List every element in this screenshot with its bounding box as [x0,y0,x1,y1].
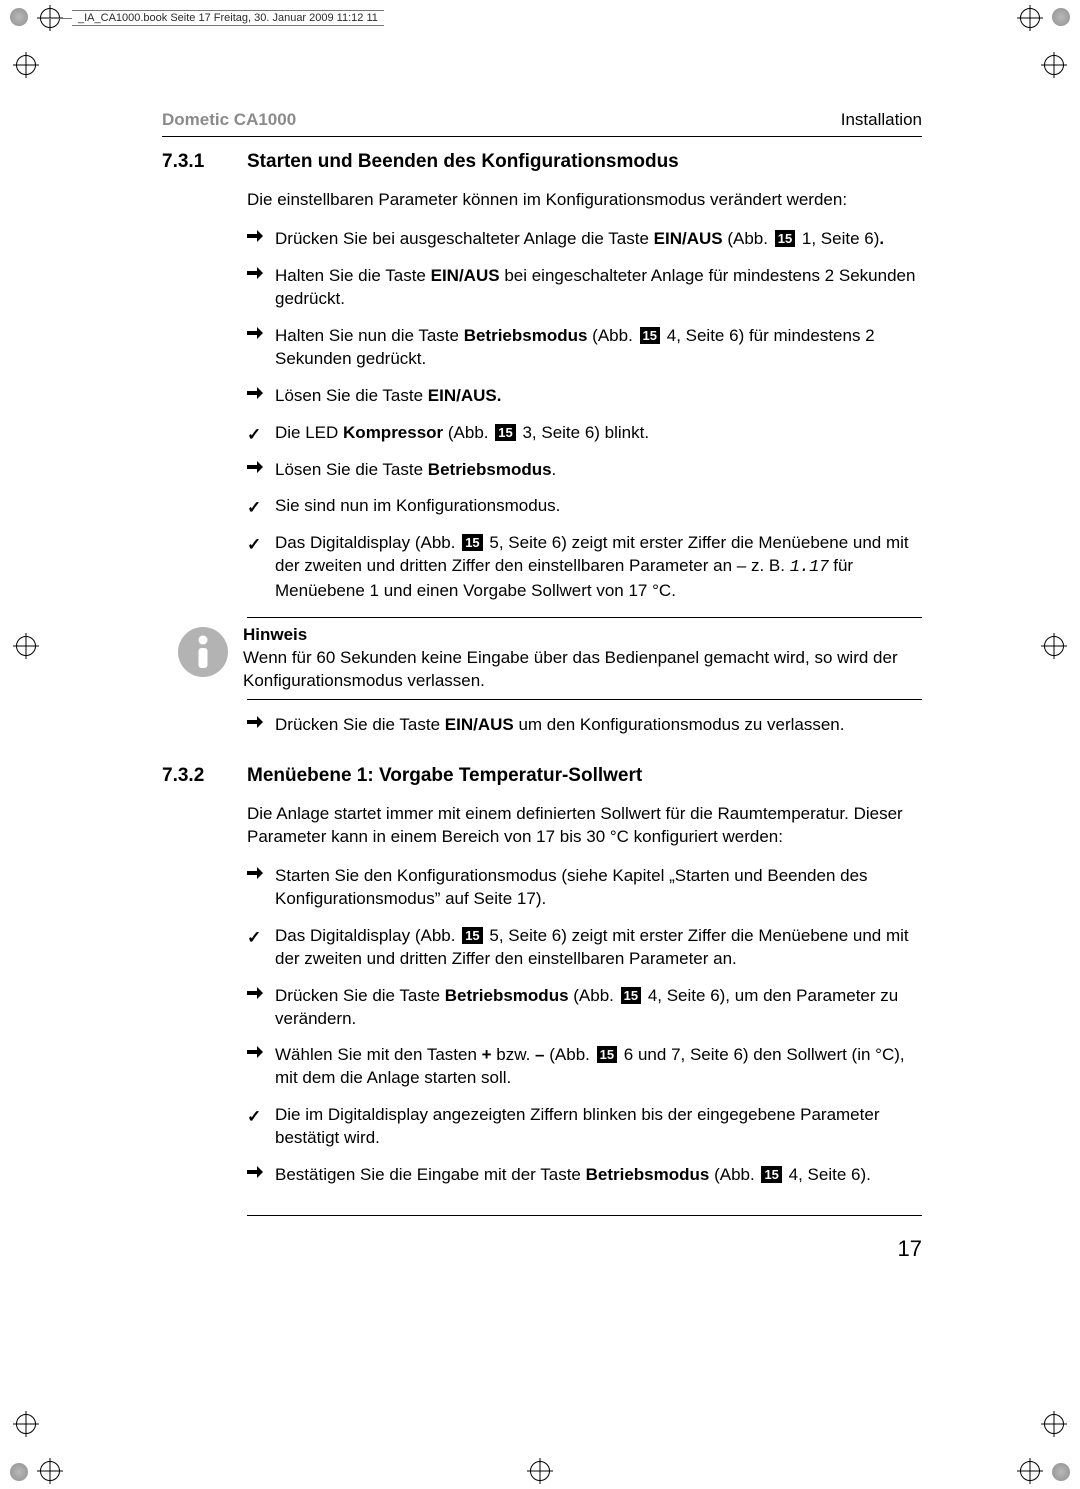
step-item: ✓ Das Digitaldisplay (Abb. 15 5, Seite 6… [247,925,922,971]
step-item: Starten Sie den Konfigurationsmodus (sie… [247,865,922,911]
step-text: Die LED Kompressor (Abb. 15 3, Seite 6) … [275,423,649,442]
crop-target [1044,636,1064,656]
crop-target [1020,8,1040,28]
crop-dot [1052,8,1070,26]
step-item: Drücken Sie die Taste Betriebsmodus (Abb… [247,985,922,1031]
arrow-icon [247,327,267,339]
note-rule-top [247,617,922,618]
arrow-icon [247,1046,267,1058]
step-text: Drücken Sie bei ausgeschalteter Anlage d… [275,229,884,248]
figure-ref-icon: 15 [495,424,515,441]
check-icon: ✓ [247,424,267,447]
step-text: Halten Sie nun die Taste Betriebsmodus (… [275,326,875,368]
step-item: ✓ Die im Digitaldisplay angezeigten Ziff… [247,1104,922,1150]
step-text: Sie sind nun im Konfigurationsmodus. [275,496,560,515]
arrow-icon [247,387,267,399]
step-list: Starten Sie den Konfigurationsmodus (sie… [247,865,922,1187]
step-text: Wählen Sie mit den Tasten + bzw. – (Abb.… [275,1045,905,1087]
crop-target [1020,1461,1040,1481]
running-head: Dometic CA1000 Installation [162,110,922,130]
crop-target [530,1461,550,1481]
crop-target [16,636,36,656]
note-block: Hinweis Wenn für 60 Sekunden keine Einga… [247,624,922,693]
section-heading: 7.3.2 Menüebene 1: Vorgabe Temperatur-So… [162,765,922,787]
step-list: Drücken Sie die Taste EIN/AUS um den Kon… [247,714,922,737]
step-item: ✓ Sie sind nun im Konfigurationsmodus. [247,495,922,518]
step-item: Lösen Sie die Taste EIN/AUS. [247,385,922,408]
step-text: Lösen Sie die Taste EIN/AUS. [275,386,501,405]
figure-ref-icon: 15 [621,987,641,1004]
info-icon [177,624,243,693]
note-text: Hinweis Wenn für 60 Sekunden keine Einga… [243,624,922,693]
section-body: Die einstellbaren Parameter können im Ko… [247,189,922,737]
step-list: Drücken Sie bei ausgeschalteter Anlage d… [247,228,922,603]
step-text: Starten Sie den Konfigurationsmodus (sie… [275,866,868,908]
slug-line [42,18,72,19]
arrow-icon [247,1166,267,1178]
page-number: 17 [898,1236,922,1262]
crop-target [1044,55,1064,75]
crop-target [40,1461,60,1481]
step-item: Bestätigen Sie die Eingabe mit der Taste… [247,1164,922,1187]
running-head-left: Dometic CA1000 [162,110,296,130]
check-icon: ✓ [247,927,267,950]
footer-rule [247,1215,922,1216]
check-icon: ✓ [247,497,267,520]
figure-ref-icon: 15 [775,230,795,247]
step-item: Halten Sie nun die Taste Betriebsmodus (… [247,325,922,371]
step-text: Bestätigen Sie die Eingabe mit der Taste… [275,1165,871,1184]
step-item: ✓ Die LED Kompressor (Abb. 15 3, Seite 6… [247,422,922,445]
crop-target [1044,1414,1064,1434]
section-heading: 7.3.1 Starten und Beenden des Konfigurat… [162,151,922,173]
crop-target [16,55,36,75]
figure-ref-icon: 15 [761,1166,781,1183]
step-text: Das Digitaldisplay (Abb. 15 5, Seite 6) … [275,533,909,600]
crop-dot [10,1463,28,1481]
section-title: Starten und Beenden des Konfigurationsmo… [247,151,679,173]
arrow-icon [247,267,267,279]
step-text: Das Digitaldisplay (Abb. 15 5, Seite 6) … [275,926,909,968]
crop-target [16,1414,36,1434]
step-text: Drücken Sie die Taste Betriebsmodus (Abb… [275,986,898,1028]
section-number: 7.3.1 [162,151,247,173]
section-body: Die Anlage startet immer mit einem defin… [247,803,922,1216]
step-text: Die im Digitaldisplay angezeigten Ziffer… [275,1105,879,1147]
intro-paragraph: Die Anlage startet immer mit einem defin… [247,803,922,849]
intro-paragraph: Die einstellbaren Parameter können im Ko… [247,189,922,212]
check-icon: ✓ [247,1106,267,1129]
step-text: Lösen Sie die Taste Betriebsmodus. [275,460,556,479]
arrow-icon [247,230,267,242]
running-head-right: Installation [841,110,922,130]
header-rule [162,136,922,137]
step-item: Lösen Sie die Taste Betriebsmodus. [247,459,922,482]
arrow-icon [247,716,267,728]
page: _IA_CA1000.book Seite 17 Freitag, 30. Ja… [0,0,1080,1489]
print-slug: _IA_CA1000.book Seite 17 Freitag, 30. Ja… [72,10,384,26]
arrow-icon [247,867,267,879]
section-title: Menüebene 1: Vorgabe Temperatur-Sollwert [247,765,642,787]
step-item: ✓ Das Digitaldisplay (Abb. 15 5, Seite 6… [247,532,922,603]
check-icon: ✓ [247,534,267,557]
crop-dot [10,8,28,26]
figure-ref-icon: 15 [640,327,660,344]
crop-dot [1052,1463,1070,1481]
step-item: Wählen Sie mit den Tasten + bzw. – (Abb.… [247,1044,922,1090]
note-rule-bottom [247,699,922,700]
step-item: Drücken Sie bei ausgeschalteter Anlage d… [247,228,922,251]
step-item: Drücken Sie die Taste EIN/AUS um den Kon… [247,714,922,737]
arrow-icon [247,461,267,473]
section-number: 7.3.2 [162,765,247,787]
figure-ref-icon: 15 [462,534,482,551]
step-item: Halten Sie die Taste EIN/AUS bei eingesc… [247,265,922,311]
step-text: Halten Sie die Taste EIN/AUS bei eingesc… [275,266,915,308]
step-text: Drücken Sie die Taste EIN/AUS um den Kon… [275,715,845,734]
figure-ref-icon: 15 [462,927,482,944]
content-area: Dometic CA1000 Installation 7.3.1 Starte… [162,110,922,1222]
arrow-icon [247,987,267,999]
figure-ref-icon: 15 [597,1046,617,1063]
